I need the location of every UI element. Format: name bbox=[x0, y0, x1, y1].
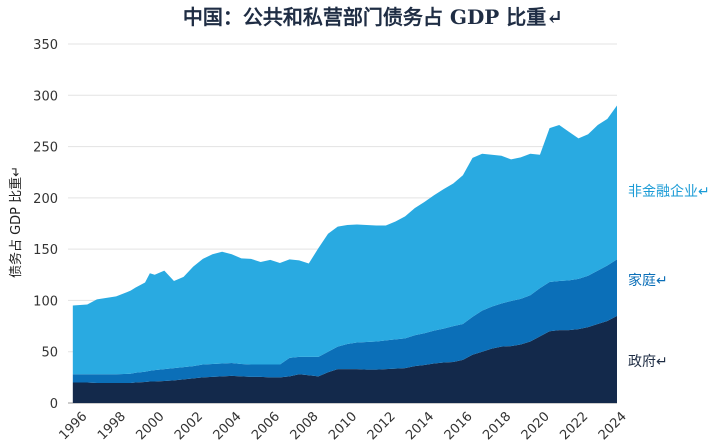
y-tick-label: 50 bbox=[41, 346, 58, 361]
chart-title: 中国：公共和私营部门债务占 GDP 比重↵ bbox=[183, 5, 563, 29]
x-axis-ticks: 1996 1998 2000 2002 2004 2006 2008 2010 2012 2014… bbox=[56, 409, 629, 443]
y-tick-label: 0 bbox=[50, 397, 58, 412]
x-tick-label: 2014 bbox=[403, 409, 437, 443]
x-tick-label: 2002 bbox=[172, 409, 206, 443]
x-tick-label: 2012 bbox=[365, 409, 399, 443]
x-tick-label: 2016 bbox=[442, 409, 476, 443]
y-tick-label: 150 bbox=[33, 243, 58, 258]
series-labels: 政府↵ 家庭↵ 非金融企业↵ bbox=[628, 183, 710, 370]
x-tick-label: 2024 bbox=[596, 409, 630, 443]
x-tick-label: 2000 bbox=[134, 409, 168, 443]
y-tick-label: 300 bbox=[33, 89, 58, 104]
x-tick-label: 2004 bbox=[211, 409, 245, 443]
x-tick-label: 1996 bbox=[56, 409, 90, 443]
series-label-2: 家庭↵ bbox=[628, 272, 668, 289]
area-series-3 bbox=[72, 105, 617, 375]
x-tick-label: 2006 bbox=[249, 409, 283, 443]
x-tick-label: 2022 bbox=[557, 409, 591, 443]
y-axis-ticks: 0 50 100 150 200 250 300 350 bbox=[33, 38, 58, 412]
y-axis-label: 债务占 GDP 比重↵ bbox=[8, 166, 24, 278]
area-series-1 bbox=[72, 315, 617, 403]
y-tick-label: 100 bbox=[33, 294, 58, 309]
y-tick-label: 200 bbox=[33, 192, 58, 207]
y-tick-label: 350 bbox=[33, 38, 58, 53]
series-label-1: 政府↵ bbox=[628, 354, 668, 370]
x-tick-label: 2020 bbox=[519, 409, 553, 443]
x-tick-label: 2010 bbox=[326, 409, 360, 443]
area-series-2 bbox=[72, 259, 617, 383]
y-tick-label: 250 bbox=[33, 141, 58, 156]
x-tick-label: 2008 bbox=[288, 409, 322, 443]
x-tick-label: 1998 bbox=[95, 409, 129, 443]
stacked-areas bbox=[72, 105, 617, 403]
x-tick-label: 2018 bbox=[480, 409, 514, 443]
series-label-3: 非金融企业↵ bbox=[628, 183, 710, 200]
